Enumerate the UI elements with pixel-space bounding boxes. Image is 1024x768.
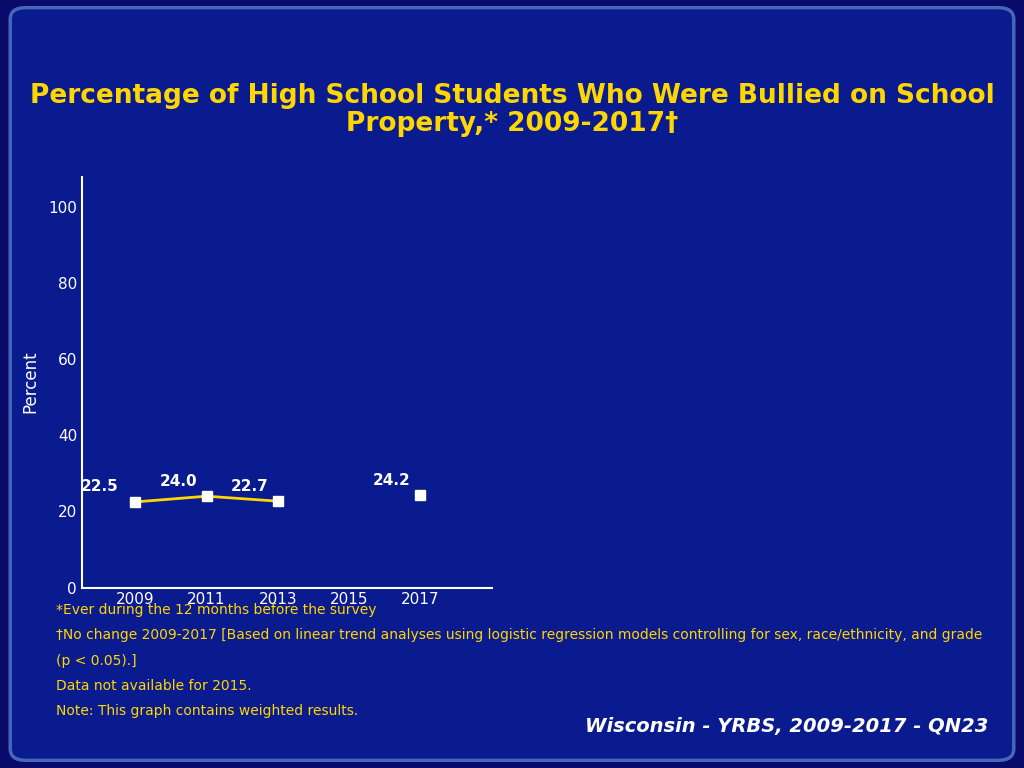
Text: †No change 2009-2017 [Based on linear trend analyses using logistic regression m: †No change 2009-2017 [Based on linear tr…: [56, 628, 983, 642]
Text: 22.5: 22.5: [81, 479, 119, 495]
FancyBboxPatch shape: [10, 8, 1014, 760]
Text: Property,* 2009-2017†: Property,* 2009-2017†: [346, 111, 678, 137]
Text: Note: This graph contains weighted results.: Note: This graph contains weighted resul…: [56, 704, 358, 718]
Y-axis label: Percent: Percent: [22, 351, 40, 413]
Text: 22.7: 22.7: [230, 478, 268, 494]
Text: 24.0: 24.0: [160, 474, 197, 488]
Text: 24.2: 24.2: [373, 473, 411, 488]
Text: *Ever during the 12 months before the survey: *Ever during the 12 months before the su…: [56, 603, 377, 617]
Text: Percentage of High School Students Who Were Bullied on School: Percentage of High School Students Who W…: [30, 83, 994, 109]
Text: Data not available for 2015.: Data not available for 2015.: [56, 679, 252, 693]
Text: (p < 0.05).]: (p < 0.05).]: [56, 654, 137, 667]
Text: Wisconsin - YRBS, 2009-2017 - QN23: Wisconsin - YRBS, 2009-2017 - QN23: [585, 717, 988, 736]
